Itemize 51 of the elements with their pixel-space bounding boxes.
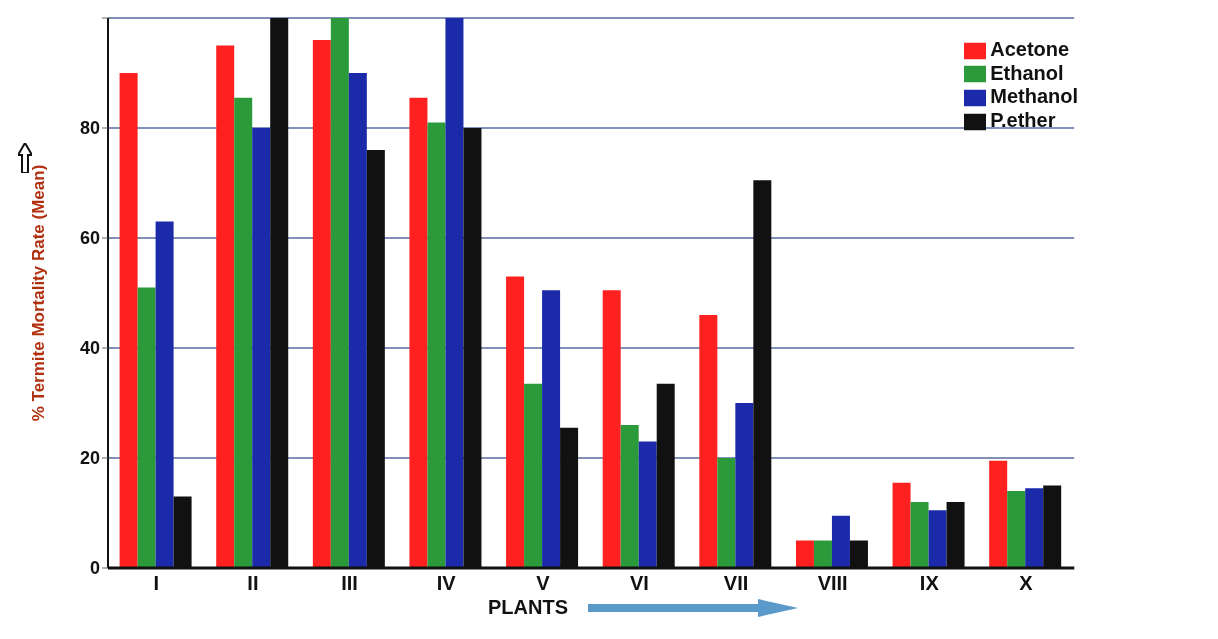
x-tick-label: I [153, 572, 160, 595]
bar [409, 97, 428, 568]
x-axis-title: PLANTS [488, 596, 568, 619]
legend-label: Ethanol [990, 61, 1064, 84]
bar [831, 515, 850, 568]
bar [1025, 488, 1044, 568]
bar [699, 315, 718, 568]
legend-label: P.ether [990, 109, 1056, 132]
bar [602, 290, 621, 568]
bar [524, 383, 543, 568]
x-tick-label: VI [629, 572, 649, 595]
x-tick-label: III [341, 572, 358, 595]
bar [928, 510, 947, 568]
bar [910, 502, 929, 568]
bar [989, 460, 1008, 568]
legend-label: Acetone [990, 38, 1070, 60]
bar [1007, 491, 1026, 568]
bar [506, 276, 525, 568]
x-tick-label: II [247, 572, 259, 595]
bar [312, 40, 331, 568]
bar [717, 458, 736, 568]
bar [427, 122, 446, 568]
y-tick-label: 0 [89, 558, 100, 579]
bar [119, 73, 138, 568]
bar [542, 290, 561, 568]
x-tick-label: X [1019, 572, 1034, 595]
bar [638, 441, 657, 568]
bar [892, 482, 911, 568]
y-axis-title: % Termite Mortality Rate (Mean) [29, 164, 49, 422]
bar [445, 18, 464, 568]
bar [330, 18, 349, 568]
bar [795, 540, 814, 568]
bar [216, 45, 235, 568]
y-tick-label: 20 [79, 448, 100, 469]
bar [234, 97, 253, 568]
x-tick-label: IV [436, 572, 457, 595]
bar [348, 73, 367, 568]
x-tick-label: VII [723, 572, 749, 595]
y-tick-label: 40 [79, 338, 100, 359]
y-tick-label: 60 [79, 228, 100, 249]
x-tick-label: V [536, 572, 551, 595]
legend-label: Methanol [990, 85, 1078, 108]
x-tick-label: IX [919, 572, 940, 595]
bar [620, 425, 639, 568]
bar [252, 128, 271, 568]
y-tick-label: 80 [79, 118, 100, 139]
bar [735, 403, 754, 568]
bar [137, 287, 156, 568]
x-tick-label: VIII [817, 572, 848, 595]
bar [813, 540, 832, 568]
bar [155, 221, 174, 568]
